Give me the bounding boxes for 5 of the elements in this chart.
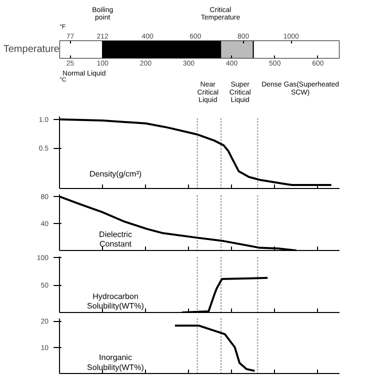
text: Inorganic Solubility(WT%) [87,353,144,372]
y-axis-title: Temperature [3,44,60,55]
text: Dielectric Constant [99,230,132,249]
text: Density(g/cm³) [90,170,142,179]
text: Hydrocarbon Solubility(WT%) [87,292,144,311]
